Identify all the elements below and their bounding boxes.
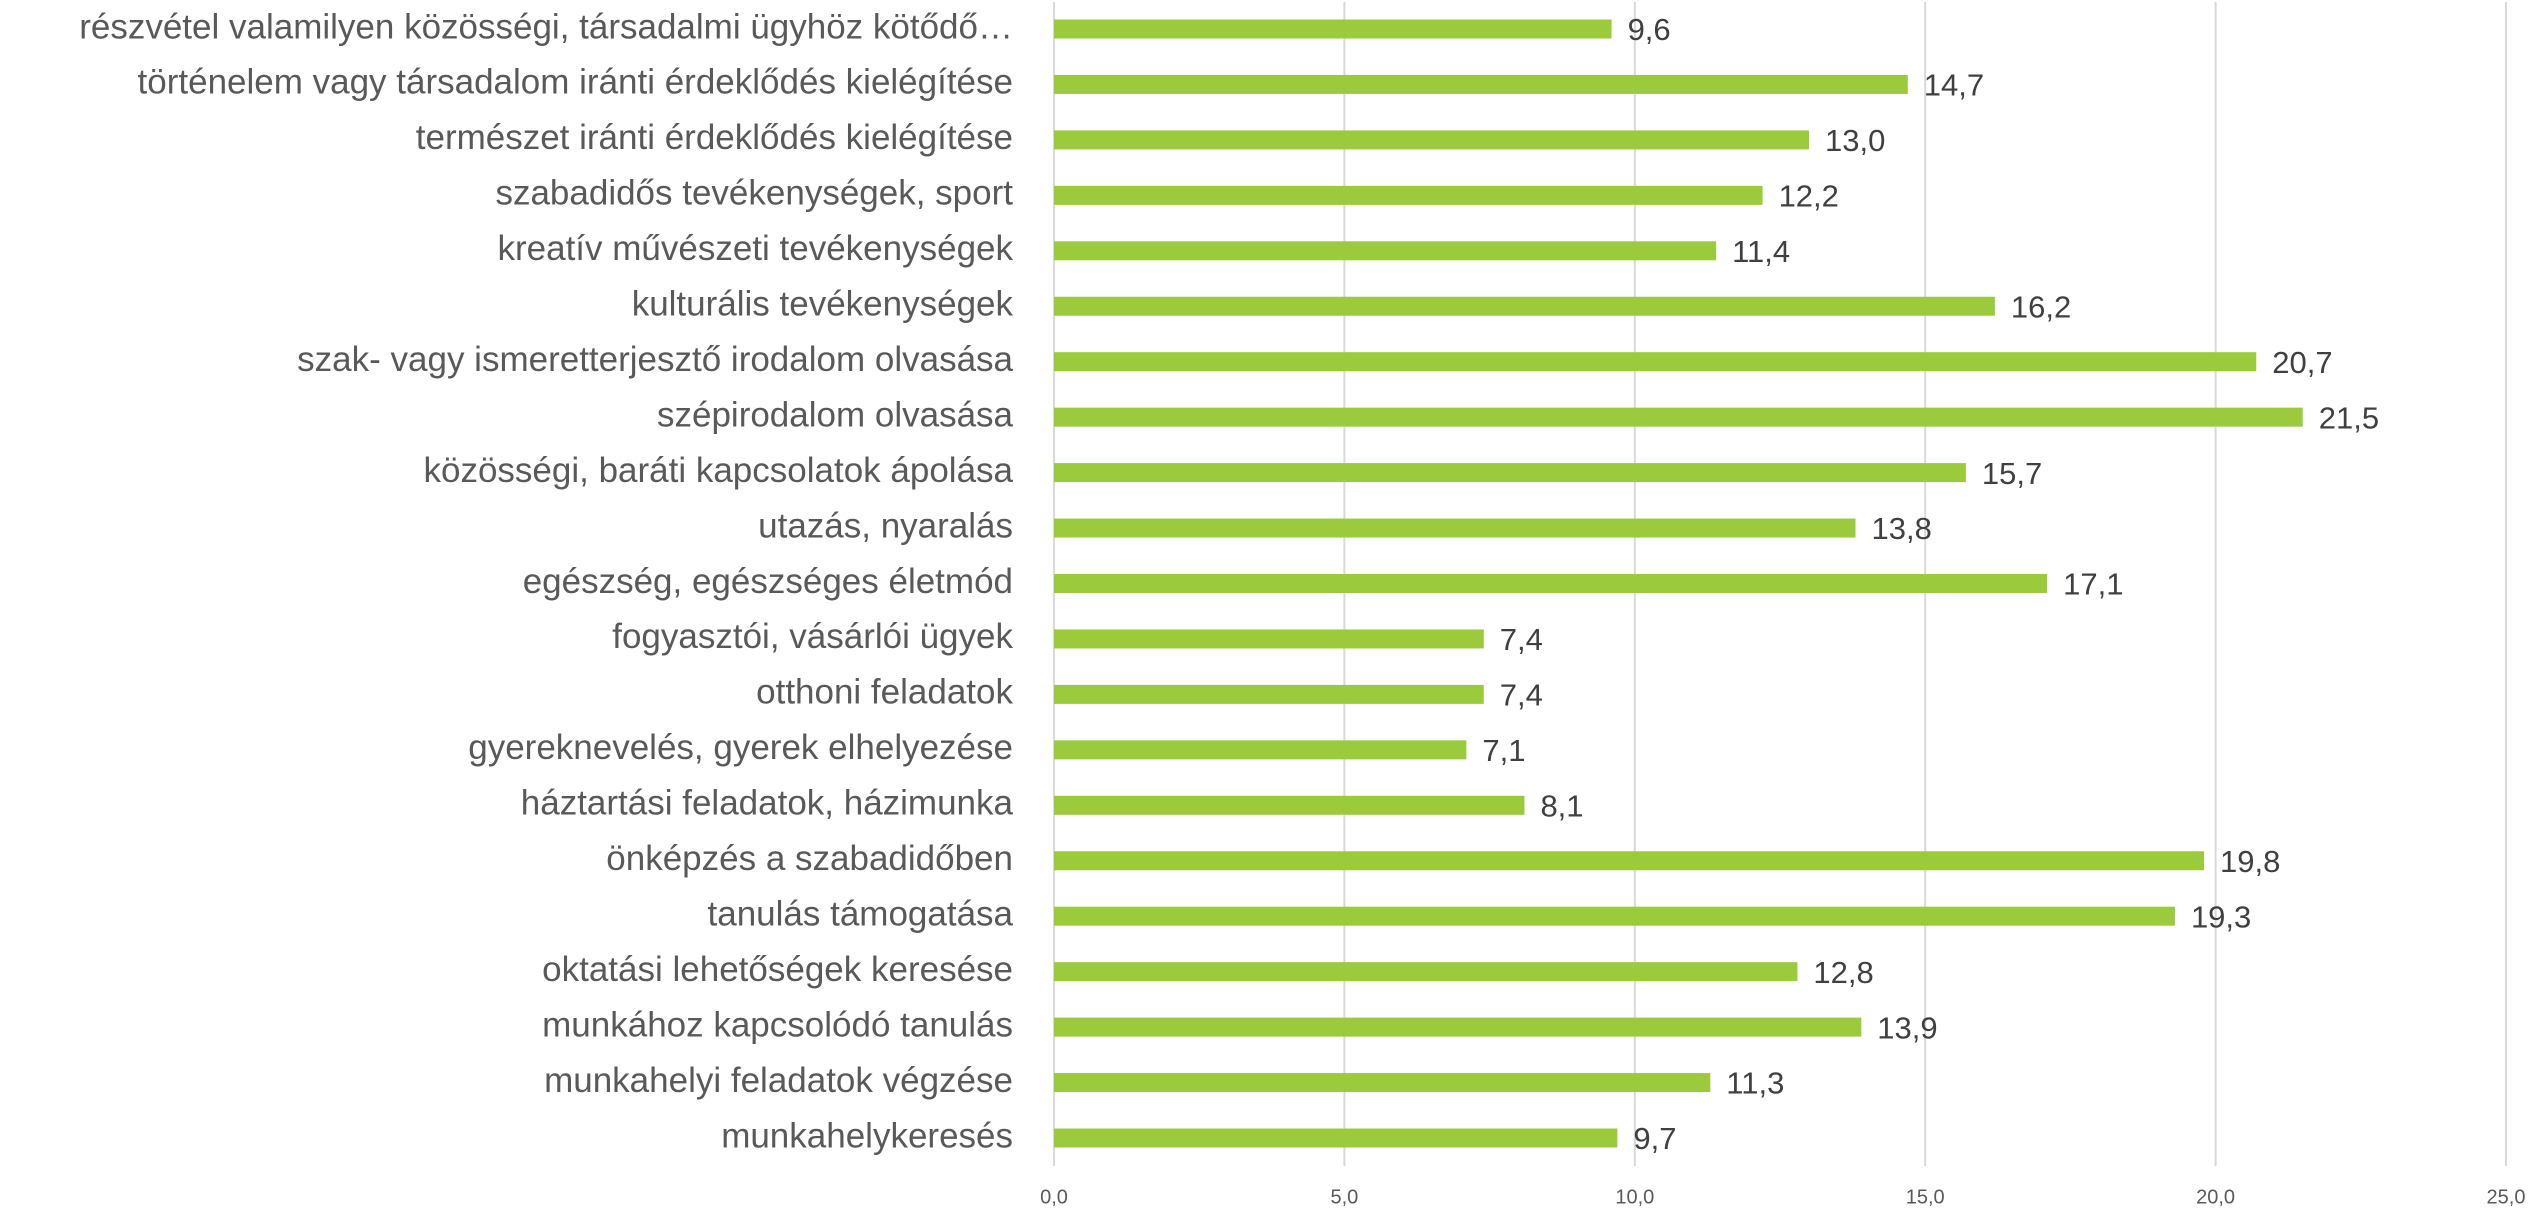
y-tick-label: utazás, nyaralás [758, 506, 1013, 545]
data-label: 13,8 [1872, 511, 1932, 546]
data-label: 13,9 [1877, 1010, 1937, 1045]
x-tick-label: 0,0 [1040, 1186, 1068, 1208]
bar [1054, 1128, 1618, 1148]
data-label: 7,4 [1500, 678, 1543, 713]
y-tick-label: egészség, egészséges életmód [523, 562, 1013, 601]
data-label: 7,1 [1482, 733, 1525, 768]
y-tick-label: oktatási lehetőségek keresése [542, 950, 1013, 989]
bar [1054, 407, 2303, 427]
data-label: 11,3 [1726, 1066, 1784, 1101]
data-label: 9,6 [1628, 12, 1671, 47]
y-tick-label: munkahelyi feladatok végzése [544, 1061, 1013, 1100]
data-label: 16,2 [2011, 289, 2071, 324]
bar [1054, 130, 1810, 150]
bar [1054, 1017, 1862, 1037]
data-label: 12,8 [1813, 955, 1873, 990]
bar [1054, 463, 1966, 483]
data-label: 15,7 [1982, 456, 2042, 491]
x-tick-label: 10,0 [1615, 1186, 1654, 1208]
y-tick-label: gyereknevelés, gyerek elhelyezése [468, 728, 1013, 767]
y-tick-label: otthoni feladatok [756, 673, 1013, 712]
data-label: 21,5 [2319, 400, 2379, 435]
data-label: 8,1 [1540, 788, 1583, 823]
x-tick-label: 15,0 [1906, 1186, 1945, 1208]
y-tick-label: természet iránti érdeklődés kielégítése [416, 118, 1013, 157]
y-tick-label: történelem vagy társadalom iránti érdekl… [138, 63, 1013, 102]
y-tick-label: háztartási feladatok, házimunka [521, 784, 1014, 823]
data-label: 13,0 [1825, 123, 1885, 158]
bar [1054, 574, 2048, 593]
y-tick-label: munkahelykeresés [721, 1116, 1013, 1155]
bar [1054, 629, 1484, 649]
y-tick-label: közösségi, baráti kapcsolatok ápolása [423, 451, 1013, 490]
bar [1054, 185, 1763, 205]
y-tick-label: kreatív művészeti tevékenységek [497, 229, 1013, 268]
bar [1054, 74, 1908, 94]
data-label: 19,3 [2191, 899, 2251, 934]
bar [1054, 518, 1856, 538]
data-label: 14,7 [1924, 68, 1984, 103]
bar [1054, 352, 2257, 372]
bar [1054, 1073, 1711, 1093]
bar [1054, 684, 1484, 704]
y-tick-label: munkához kapcsolódó tanulás [542, 1005, 1013, 1044]
data-label: 19,8 [2220, 844, 2280, 879]
bar [1054, 19, 1612, 39]
data-label: 20,7 [2272, 345, 2332, 380]
bar [1054, 740, 1467, 760]
y-tick-label: részvétel valamilyen közösségi, társadal… [79, 7, 1013, 46]
bar [1054, 962, 1798, 982]
y-tick-label: szépirodalom olvasása [657, 395, 1014, 434]
bar [1054, 241, 1717, 261]
bar [1054, 296, 1995, 316]
y-tick-label: szabadidős tevékenységek, sport [495, 174, 1013, 213]
x-tick-label: 25,0 [2487, 1186, 2526, 1208]
data-label: 7,4 [1500, 622, 1543, 657]
x-tick-label: 5,0 [1330, 1186, 1358, 1208]
y-tick-label: tanulás támogatása [708, 894, 1014, 933]
y-tick-label: kulturális tevékenységek [632, 285, 1014, 324]
bar [1054, 851, 2204, 871]
x-tick-label: 20,0 [2196, 1186, 2235, 1208]
y-tick-label: önképzés a szabadidőben [606, 839, 1013, 878]
bar [1054, 906, 2175, 926]
data-label: 17,1 [2063, 567, 2123, 602]
data-label: 12,2 [1779, 179, 1839, 214]
y-tick-label: szak- vagy ismeretterjesztő irodalom olv… [297, 340, 1013, 379]
data-label: 9,7 [1633, 1121, 1676, 1156]
data-label: 11,4 [1732, 234, 1790, 269]
y-tick-label: fogyasztói, vásárlói ügyek [612, 617, 1013, 656]
bar [1054, 795, 1525, 815]
